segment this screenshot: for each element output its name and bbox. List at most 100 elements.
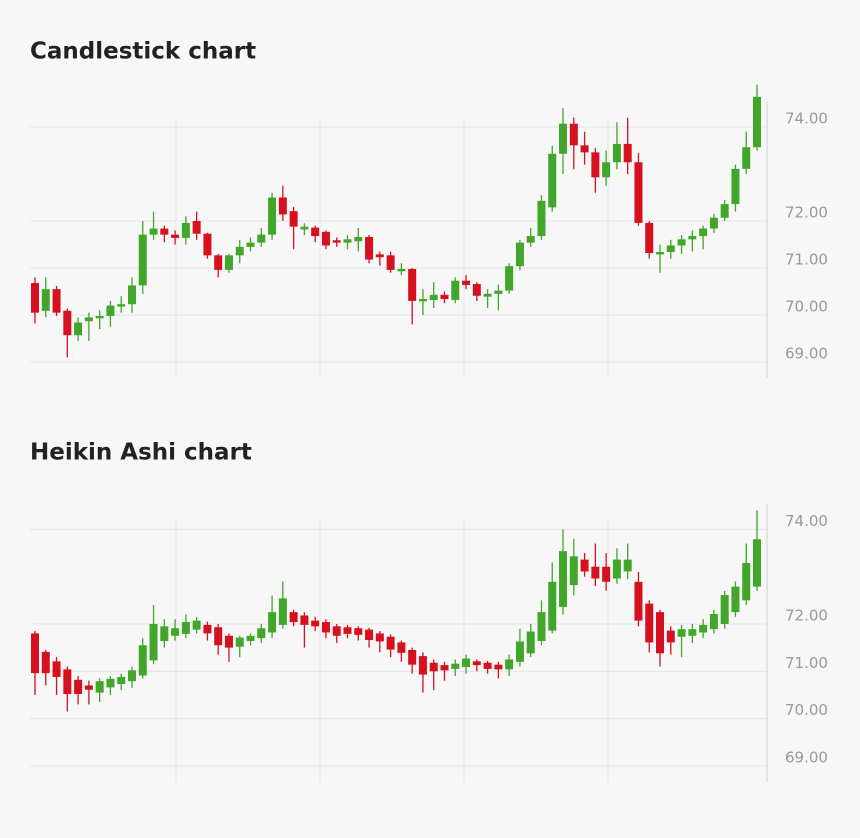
candle-body (224, 255, 233, 270)
candle-body (515, 641, 524, 662)
candle-body (440, 294, 449, 300)
candle-body (591, 566, 600, 579)
candle-body (720, 204, 729, 218)
candle-body (494, 664, 503, 670)
candle-body (214, 255, 223, 270)
candle-body (300, 226, 309, 230)
y-tick-label: 74.00 (785, 512, 828, 530)
candle-body (591, 152, 600, 178)
candle-body (634, 581, 643, 621)
candle-body (505, 266, 514, 291)
candle-body (278, 598, 287, 625)
candle-body (257, 234, 266, 243)
candle-body (515, 242, 524, 267)
candle-body (192, 221, 201, 234)
candle-body (429, 662, 438, 672)
candle-body (548, 581, 557, 631)
candle-body (699, 624, 708, 633)
candle-body (645, 222, 654, 253)
candle-body (84, 685, 93, 690)
candle-body (666, 630, 675, 643)
candle-body (753, 96, 761, 148)
candle-body (623, 559, 632, 572)
candle-body (246, 635, 255, 641)
candle-body (354, 236, 363, 242)
candle-body (181, 622, 190, 634)
candle-body (418, 656, 427, 675)
candle-body (31, 283, 39, 313)
y-tick-label: 71.00 (785, 654, 828, 672)
candle-body (699, 228, 708, 237)
candle-body (505, 659, 514, 670)
y-tick-label: 70.00 (785, 701, 828, 719)
candle-body (408, 268, 417, 301)
candle-body (214, 627, 223, 646)
candle-body (742, 562, 751, 601)
candle-body (343, 239, 352, 243)
candle-body (451, 663, 460, 669)
candle-body (569, 556, 578, 586)
candle-body (138, 645, 147, 676)
candle-body (160, 626, 169, 641)
candle-body (742, 147, 751, 169)
candle-body (397, 268, 406, 272)
candle-body (74, 679, 83, 694)
candle-body (537, 612, 546, 641)
candle-body (235, 637, 244, 647)
candle-body (634, 162, 643, 223)
candle-body (235, 246, 244, 256)
candle-body (720, 595, 729, 624)
candle-body (246, 242, 255, 247)
candle-body (612, 559, 621, 579)
candle-body (418, 299, 427, 302)
candle-body (332, 626, 341, 636)
candle-body (602, 566, 611, 582)
candle-body (257, 628, 266, 639)
y-tick-label: 71.00 (785, 251, 828, 269)
candle-body (268, 612, 277, 633)
y-tick-label: 72.00 (785, 204, 828, 222)
candle-body (224, 635, 233, 648)
candle-body (656, 612, 665, 654)
candle-body (84, 317, 93, 322)
candle-body (386, 636, 395, 650)
candle-body (483, 662, 492, 669)
candle-body (494, 290, 503, 294)
candle-body (321, 231, 330, 246)
candle-body (462, 658, 471, 668)
candle-body (753, 539, 761, 587)
candle-body (451, 280, 460, 300)
candle-body (472, 283, 481, 296)
candle-body (321, 622, 330, 633)
candle-body (559, 123, 568, 154)
candle-body (559, 551, 568, 607)
candle-body (117, 676, 126, 685)
candle-body (160, 228, 169, 235)
candle-body (74, 322, 83, 336)
candle-body (365, 236, 374, 260)
candle-body (408, 649, 417, 665)
candle-body (731, 168, 740, 205)
candle-body (365, 629, 374, 641)
candle-body (602, 162, 611, 178)
candle-body (41, 289, 50, 311)
candle-body (95, 681, 104, 693)
candle-body (375, 254, 384, 258)
candle-body (677, 629, 686, 637)
candle-body (311, 227, 320, 237)
candle-body (440, 665, 449, 671)
candle-body (666, 245, 675, 253)
candle-body (311, 620, 320, 627)
candle-body (537, 200, 546, 237)
candle-body (106, 305, 115, 316)
candle-body (149, 623, 158, 661)
y-tick-label: 72.00 (785, 606, 828, 624)
candle-body (526, 236, 535, 243)
candle-body (268, 197, 277, 235)
candle-body (127, 285, 136, 305)
candle-body (580, 145, 589, 153)
candle-body (688, 236, 697, 240)
candle-body (332, 240, 341, 243)
candle-body (31, 633, 39, 674)
y-tick-label: 74.00 (785, 110, 828, 128)
